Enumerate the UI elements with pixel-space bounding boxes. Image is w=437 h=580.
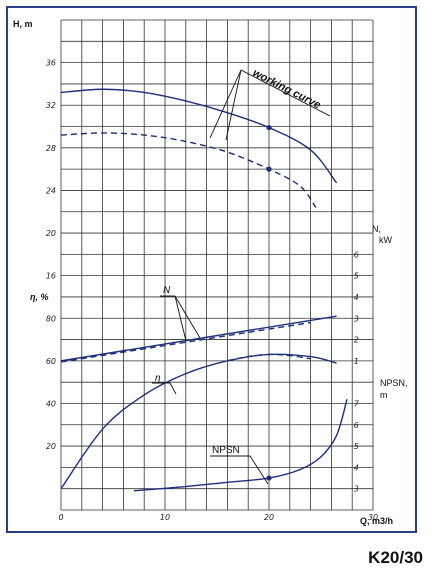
- chart-frame: [6, 6, 417, 533]
- eta-series-line-5: [227, 353, 311, 362]
- npsn-axis-title: NPSN,: [380, 378, 408, 388]
- q-axis-title: Q, m3/h: [360, 516, 393, 526]
- x-tick-label: 20: [264, 513, 274, 522]
- h-tick-label: 28: [46, 144, 56, 153]
- operating-point-marker: [266, 166, 272, 172]
- h-tick-label: 36: [46, 59, 56, 68]
- n-tick-label: 5: [354, 272, 359, 281]
- n-axis-title: N,: [372, 224, 381, 234]
- chart-grid: [60, 19, 374, 511]
- npsn-curve-label: NPSN: [212, 445, 240, 456]
- h-tick-label: 16: [46, 272, 56, 281]
- n-axis-unit: kW: [379, 235, 393, 245]
- eta-tick-label: 80: [46, 314, 56, 323]
- eta-axis-title: η, %: [30, 292, 49, 302]
- operating-point-marker: [266, 124, 272, 131]
- working-curve-series-line-0: [60, 88, 338, 184]
- npsn-series-line-6: [133, 399, 348, 492]
- chart-curves: [60, 88, 348, 492]
- eta-curve-label: η: [155, 373, 161, 384]
- x-tick-label: 0: [58, 513, 63, 522]
- h-tick-label: 24: [46, 186, 56, 195]
- npsn-tick-label: 5: [354, 442, 359, 451]
- n-tick-label: 3: [354, 314, 359, 323]
- npsn-tick-label: 4: [354, 463, 359, 472]
- n-tick-label: 1: [354, 357, 359, 366]
- eta-tick-label: 20: [46, 442, 56, 451]
- npsn-axis-unit: m: [380, 390, 388, 400]
- h-tick-label: 20: [46, 229, 56, 238]
- model-label: K20/30: [368, 548, 423, 567]
- npsn-tick-label: 7: [354, 399, 360, 408]
- working-curve-series-line-1: [60, 132, 317, 208]
- n-curve-label: N: [163, 285, 171, 296]
- n-tick-label: 2: [354, 336, 359, 345]
- n-tick-label: 6: [354, 250, 359, 259]
- h-axis-title: H, m: [13, 19, 33, 29]
- n-tick-label: 4: [354, 293, 359, 302]
- n-series-line-2: [60, 315, 337, 362]
- operating-point-marker: [266, 475, 272, 481]
- npsn-tick-label: 3: [354, 485, 359, 494]
- x-tick-label: 30: [368, 513, 378, 522]
- tick-labels: 0 10 20 30 16 20 24 28 32 36 20 40 60 80 1 2 3 4 5 6 3 4 5 6 7: [46, 59, 378, 522]
- n-series-line-3: [60, 321, 311, 363]
- eta-tick-label: 40: [46, 399, 56, 408]
- eta-tick-label: 60: [46, 357, 56, 366]
- npsn-tick-label: 6: [354, 421, 359, 430]
- eta-series-line-4: [60, 353, 337, 490]
- x-tick-label: 10: [160, 513, 170, 522]
- h-tick-label: 32: [46, 101, 56, 110]
